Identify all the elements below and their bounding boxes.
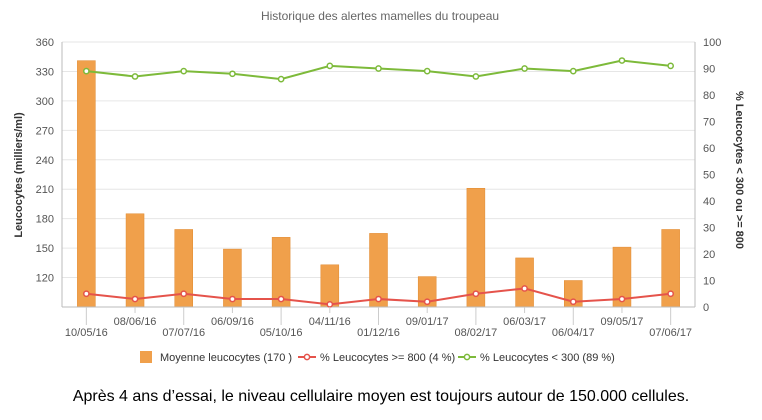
bar-series <box>77 60 680 308</box>
x-tick-label: 08/02/17 <box>454 327 497 339</box>
series-point <box>180 290 188 298</box>
series-point <box>229 70 236 78</box>
series-point <box>667 62 675 70</box>
y2-tick-label: 70 <box>703 117 715 129</box>
bar <box>515 257 534 308</box>
line-series <box>82 57 675 308</box>
chart-title: Historique des alertes mamelles du troup… <box>261 9 499 23</box>
x-tick-label: 07/06/17 <box>649 327 692 339</box>
x-tick-label: 09/01/17 <box>406 316 449 328</box>
series-point <box>277 295 285 303</box>
y-tick-label: 360 <box>36 37 54 49</box>
series-point <box>229 295 236 303</box>
y2-axis-ticks: 0 10 20 30 40 50 60 70 80 90 100 <box>703 37 721 314</box>
chart: Historique des alertes mamelles du troup… <box>13 9 745 364</box>
legend-label: % Leucocytes < 300 (89 %) <box>480 352 615 364</box>
x-tick-label: 07/07/16 <box>162 327 205 339</box>
series-point <box>569 298 577 306</box>
y2-tick-label: 0 <box>703 302 709 314</box>
series-point <box>521 285 528 292</box>
legend-label: % Leucocytes >= 800 (4 %) <box>320 352 455 364</box>
y-tick-label: 150 <box>36 243 54 255</box>
bar <box>77 60 96 308</box>
series-point <box>131 295 139 303</box>
y-tick-label: 120 <box>36 273 54 285</box>
x-tick-label: 09/05/17 <box>601 316 644 328</box>
x-tick-label: 06/04/17 <box>552 327 595 339</box>
series-point <box>131 73 139 80</box>
y-tick-label: 330 <box>36 66 54 78</box>
legend-swatch <box>140 351 152 363</box>
y-tick-label: 300 <box>36 96 54 108</box>
x-tick-label: 01/12/16 <box>357 327 400 339</box>
bar <box>466 187 486 308</box>
bar <box>320 264 340 308</box>
y2-axis-label: % Leucocytes < 300 ou >= 800 <box>733 91 745 249</box>
y-tick-label: 210 <box>36 184 54 196</box>
series-point <box>326 301 334 308</box>
y2-tick-label: 90 <box>703 64 715 76</box>
x-tick-label: 08/06/16 <box>114 316 157 328</box>
x-tick-label: 06/09/16 <box>211 316 254 328</box>
series-point <box>82 290 90 298</box>
y-tick-label: 240 <box>36 155 54 167</box>
y2-tick-label: 10 <box>703 276 715 288</box>
x-axis-ticks: 10/05/16 08/06/16 07/07/16 06/09/16 05/10/16… <box>65 307 692 339</box>
series-point <box>618 57 626 64</box>
y-tick-label: 270 <box>36 125 54 137</box>
legend-marker <box>303 353 311 361</box>
series-point <box>521 65 528 72</box>
series-point <box>569 67 577 75</box>
series-point <box>618 295 626 303</box>
legend-label: Moyenne leucocytes (170 ) <box>160 352 292 364</box>
x-tick-label: 04/11/16 <box>309 316 351 328</box>
x-tick-label: 06/03/17 <box>503 316 546 328</box>
y-axis-label: Leucocytes (milliers/ml) <box>13 112 25 238</box>
grid <box>62 41 695 279</box>
y2-tick-label: 100 <box>703 37 721 49</box>
series-point <box>423 67 431 75</box>
legend-marker <box>463 353 471 361</box>
series-point <box>667 290 675 298</box>
series-point <box>375 65 382 72</box>
legend: Moyenne leucocytes (170 ) % Leucocytes >=… <box>140 351 615 364</box>
y2-tick-label: 80 <box>703 90 715 102</box>
series-point <box>277 75 285 83</box>
bar <box>125 213 145 308</box>
caption: Après 4 ans d’essai, le niveau cellulair… <box>72 388 690 405</box>
y-tick-label: 180 <box>36 214 54 226</box>
series-point <box>180 67 188 75</box>
y2-tick-label: 40 <box>703 196 715 208</box>
x-tick-label: 10/05/16 <box>65 327 108 339</box>
series-point <box>472 73 480 80</box>
y2-tick-label: 50 <box>703 170 715 182</box>
series-point <box>82 67 90 75</box>
y2-tick-label: 30 <box>703 223 715 235</box>
series-point <box>326 62 334 70</box>
series-point <box>472 290 480 298</box>
series-point <box>423 298 431 306</box>
y2-tick-label: 60 <box>703 143 715 155</box>
y2-tick-label: 20 <box>703 249 715 261</box>
series-point <box>375 295 382 303</box>
x-tick-label: 05/10/16 <box>260 327 303 339</box>
y-axis-ticks: 120 150 180 210 240 270 300 330 360 <box>36 37 54 285</box>
